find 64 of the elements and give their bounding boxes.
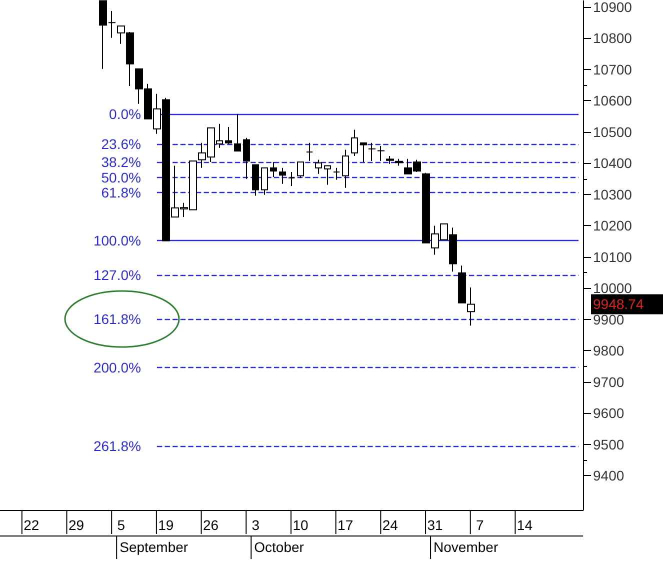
y-tick-label: 10400 (593, 155, 632, 172)
candlestick (368, 142, 376, 162)
candlestick (234, 113, 241, 152)
candlestick (279, 167, 286, 184)
candlestick (351, 129, 358, 157)
annotation: 61.8% (101, 184, 141, 200)
y-tick-label: 10100 (593, 248, 632, 265)
candlestick (395, 158, 403, 166)
x-tick-label: 5 (117, 517, 126, 533)
x-tick-label: 7 (476, 517, 484, 533)
candlestick (333, 167, 340, 180)
annotation: 50.0% (101, 169, 141, 186)
x-tick-label: 14 (516, 517, 533, 533)
candlestick (324, 165, 331, 186)
y-tick-label: 10800 (593, 30, 632, 46)
candlestick (315, 159, 322, 174)
y-tick-label: 9400 (593, 468, 624, 484)
candlestick (377, 146, 385, 162)
y-tick-label: 10600 (593, 92, 632, 109)
text: September (120, 539, 188, 555)
annotation: 200.0% (93, 360, 141, 376)
y-tick-label: 9800 (593, 342, 624, 359)
y-tick-label: 9900 (593, 311, 624, 328)
x-tick-label: 24 (382, 517, 398, 533)
candlestick (261, 167, 268, 196)
x-tick-label: 22 (24, 517, 40, 533)
annotation: 127.0% (93, 267, 141, 284)
annotation: 38.2% (101, 154, 141, 170)
x-tick-label: 17 (338, 517, 354, 533)
y-tick-label: 10300 (593, 186, 632, 202)
y-tick-label: 10900 (593, 0, 632, 15)
text: November (434, 539, 498, 555)
x-tick-label: 19 (158, 517, 174, 533)
candlestick (467, 287, 475, 326)
candlestick (288, 171, 295, 187)
annotation: 261.8% (93, 438, 141, 454)
annotation: 23.6% (101, 136, 141, 152)
y-tick-label: 10700 (593, 61, 632, 78)
x-tick-label: 26 (202, 517, 219, 533)
text: 9948.74 (593, 296, 644, 312)
candlestick (342, 149, 349, 188)
x-tick-label: 3 (252, 517, 260, 533)
y-tick-label: 10000 (593, 280, 632, 296)
annotation: 100.0% (93, 232, 141, 249)
y-tick-label: 9600 (593, 405, 624, 422)
x-tick-label: 10 (292, 517, 308, 533)
candlestick (270, 161, 277, 178)
candlestick (360, 142, 367, 162)
annotation: 161.8% (93, 311, 141, 328)
y-tick-label: 9700 (593, 374, 624, 390)
text: October (254, 539, 304, 555)
candlestick (297, 161, 304, 178)
candlestick (306, 142, 313, 162)
candlestick (252, 164, 259, 196)
candlestick (243, 137, 250, 180)
candlestick (458, 265, 466, 304)
x-tick-label: 29 (68, 517, 84, 533)
y-tick-label: 9500 (593, 436, 624, 452)
x-tick-label: 31 (427, 517, 444, 533)
candlestick (386, 156, 394, 164)
annotation: 0.0% (109, 106, 141, 122)
y-tick-label: 10200 (593, 218, 632, 234)
y-tick-label: 10500 (593, 124, 632, 140)
candlestick (225, 126, 232, 144)
